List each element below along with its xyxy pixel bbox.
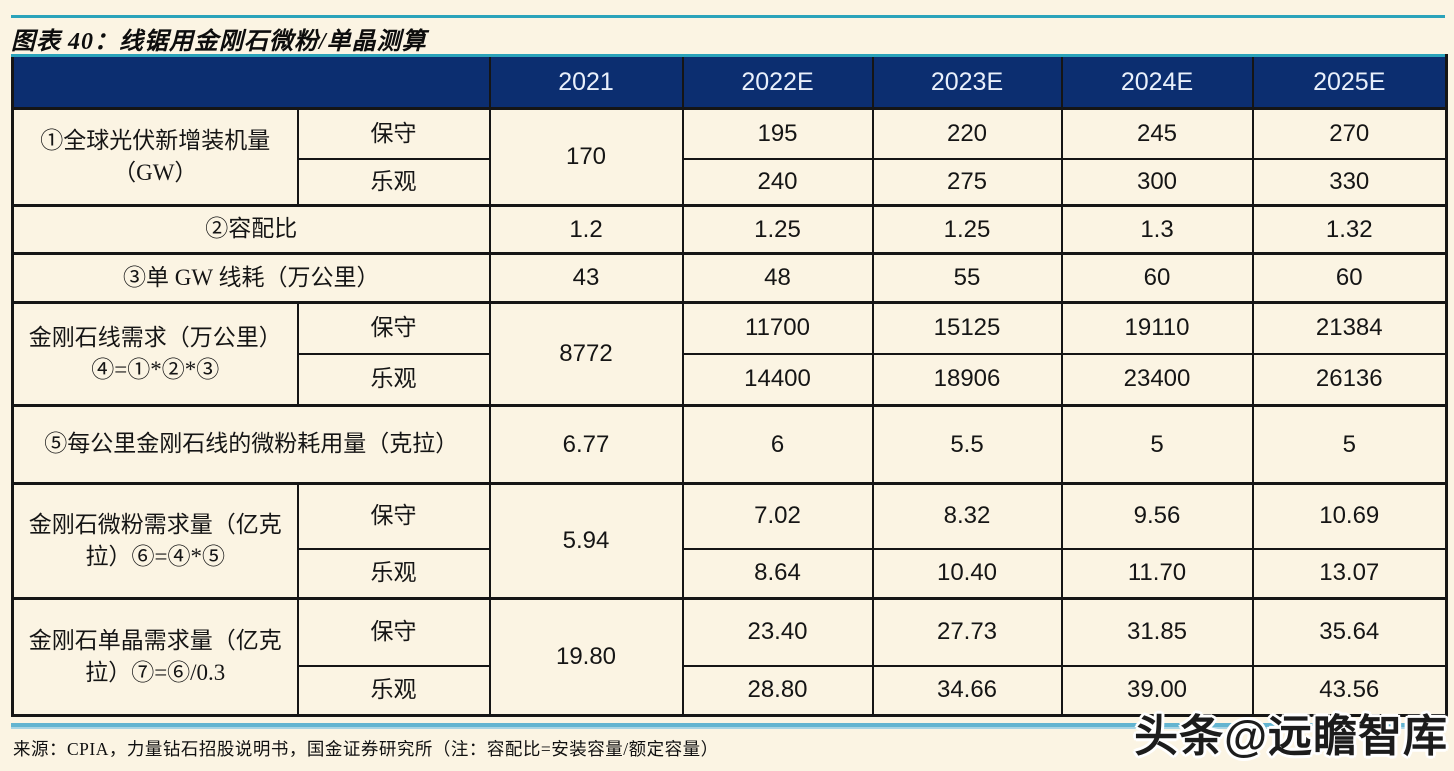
year-header-2024e: 2024E (1060, 54, 1254, 110)
year-header-2022e: 2022E (681, 54, 874, 110)
value-cell: 35.64 (1251, 597, 1448, 667)
value-cell: 60 (1060, 252, 1254, 304)
value-cell: 43.56 (1251, 664, 1448, 717)
value-cell: 48 (681, 252, 874, 304)
table-row: ①全球光伏新增装机量（GW） 保守 170 195 220 245 270 (11, 107, 1448, 207)
value-cell: 5.5 (871, 404, 1063, 485)
value-cell: 6 (681, 404, 874, 485)
value-cell: 270 (1251, 107, 1448, 160)
table-row: 金刚石线需求（万公里）④=①*②*③ 保守 8772 11700 15125 1… (11, 301, 1448, 407)
value-cell: 39.00 (1060, 664, 1254, 717)
scenario-label-conservative: 保守 (296, 597, 491, 667)
value-cell: 1.25 (871, 204, 1063, 255)
value-cell: 8.32 (871, 482, 1063, 550)
value-cell: 21384 (1251, 301, 1448, 355)
value-cell: 60 (1251, 252, 1448, 304)
value-cell: 23400 (1060, 352, 1254, 407)
table-row: 金刚石微粉需求量（亿克拉）⑥=④*⑤ 保守 5.94 7.02 8.32 9.5… (11, 482, 1448, 600)
row-label-pv-installations: ①全球光伏新增装机量（GW） (11, 107, 299, 207)
year-header-2023e: 2023E (871, 54, 1063, 110)
table-row: ③单 GW 线耗（万公里） 43 48 55 60 60 (11, 252, 1448, 304)
year-header-2021: 2021 (488, 54, 684, 110)
scenario-label-conservative: 保守 (296, 301, 491, 355)
value-cell: 10.69 (1251, 482, 1448, 550)
row-label-diamond-wire-demand: 金刚石线需求（万公里）④=①*②*③ (11, 301, 299, 407)
value-cell: 28.80 (681, 664, 874, 717)
value-cell: 275 (871, 157, 1063, 207)
row-label-capacity-ratio: ②容配比 (11, 204, 491, 255)
table-row: ⑤每公里金刚石线的微粉耗用量（克拉） 6.77 6 5.5 5 5 (11, 404, 1448, 485)
value-cell: 6.77 (488, 404, 684, 485)
value-cell: 9.56 (1060, 482, 1254, 550)
row-label-powder-per-km: ⑤每公里金刚石线的微粉耗用量（克拉） (11, 404, 491, 485)
value-cell: 13.07 (1251, 547, 1448, 600)
row-label-wire-per-gw: ③单 GW 线耗（万公里） (11, 252, 491, 304)
value-cell: 34.66 (871, 664, 1063, 717)
value-cell: 10.40 (871, 547, 1063, 600)
value-cell: 1.2 (488, 204, 684, 255)
row-label-single-crystal-demand: 金刚石单晶需求量（亿克拉）⑦=⑥/0.3 (11, 597, 299, 717)
value-cell: 5 (1251, 404, 1448, 485)
table-row: 金刚石单晶需求量（亿克拉）⑦=⑥/0.3 保守 19.80 23.40 27.7… (11, 597, 1448, 717)
value-cell: 26136 (1251, 352, 1448, 407)
value-cell: 330 (1251, 157, 1448, 207)
value-cell: 5.94 (488, 482, 684, 600)
table-row: 乐观 240 275 300 330 (13, 157, 1448, 207)
figure-title: 图表 40：线锯用金刚石微粉/单晶测算 (11, 29, 427, 55)
value-cell: 43 (488, 252, 684, 304)
value-cell: 19.80 (488, 597, 684, 717)
value-cell: 7.02 (681, 482, 874, 550)
value-cell: 8772 (488, 301, 684, 407)
value-cell: 31.85 (1060, 597, 1254, 667)
value-cell: 18906 (871, 352, 1063, 407)
table-row: 乐观 28.80 34.66 39.00 43.56 (13, 664, 1448, 717)
top-accent-rule (11, 15, 1445, 18)
value-cell: 300 (1060, 157, 1254, 207)
calculation-table: 2021 2022E 2023E 2024E 2025E ①全球光伏新增装机量（… (11, 54, 1448, 717)
scenario-label-optimistic: 乐观 (296, 157, 491, 207)
scenario-label-optimistic: 乐观 (296, 664, 491, 717)
value-cell: 27.73 (871, 597, 1063, 667)
value-cell: 240 (681, 157, 874, 207)
watermark: 头条@远瞻智库 (1134, 712, 1448, 761)
value-cell: 5 (1060, 404, 1254, 485)
table-row: 乐观 8.64 10.40 11.70 13.07 (13, 547, 1448, 600)
value-cell: 195 (681, 107, 874, 160)
value-cell: 23.40 (681, 597, 874, 667)
source-note: 来源：CPIA，力量钻石招股说明书，国金证券研究所（注：容配比=安装容量/额定容… (13, 739, 719, 759)
header-row: 2021 2022E 2023E 2024E 2025E (11, 54, 1448, 110)
value-cell: 1.32 (1251, 204, 1448, 255)
corner-cell (11, 54, 491, 110)
value-cell: 220 (871, 107, 1063, 160)
table-row: 乐观 14400 18906 23400 26136 (13, 352, 1448, 407)
scenario-label-conservative: 保守 (296, 107, 491, 160)
row-label-micropowder-demand: 金刚石微粉需求量（亿克拉）⑥=④*⑤ (11, 482, 299, 600)
scenario-label-conservative: 保守 (296, 482, 491, 550)
table-row: ②容配比 1.2 1.25 1.25 1.3 1.32 (11, 204, 1448, 255)
scenario-label-optimistic: 乐观 (296, 352, 491, 407)
scenario-label-optimistic: 乐观 (296, 547, 491, 600)
value-cell: 170 (488, 107, 684, 207)
year-header-2025e: 2025E (1251, 54, 1448, 110)
value-cell: 55 (871, 252, 1063, 304)
value-cell: 1.25 (681, 204, 874, 255)
value-cell: 15125 (871, 301, 1063, 355)
value-cell: 11.70 (1060, 547, 1254, 600)
value-cell: 8.64 (681, 547, 874, 600)
value-cell: 19110 (1060, 301, 1254, 355)
bottom-accent-rule (11, 723, 1445, 727)
value-cell: 245 (1060, 107, 1254, 160)
value-cell: 11700 (681, 301, 874, 355)
value-cell: 1.3 (1060, 204, 1254, 255)
value-cell: 14400 (681, 352, 874, 407)
